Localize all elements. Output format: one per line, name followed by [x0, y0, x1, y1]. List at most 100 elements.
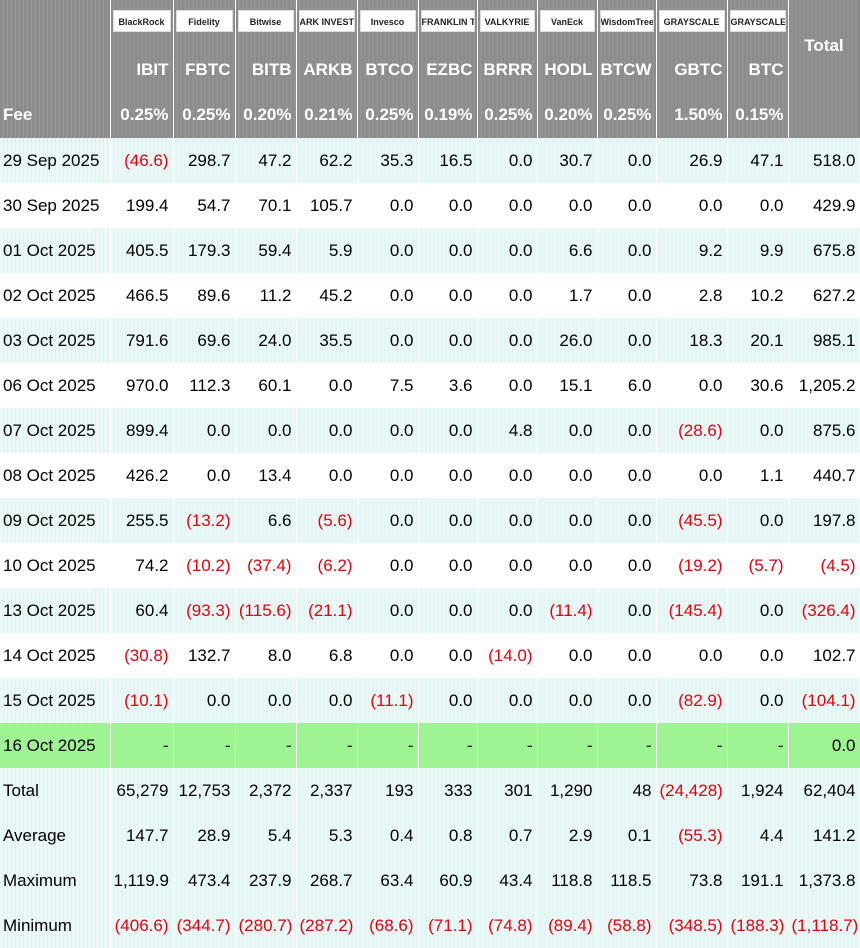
flow-value: 0.0: [597, 498, 657, 543]
data-row: Average 147.7 28.9 5.4 5.3 0.4 0.8 0.7 2.9 0.1 (55…: [0, 813, 860, 858]
data-row: 30 Sep 2025 199.4 54.7 70.1 105.7 0.0 0.0 0.0 0.…: [0, 183, 860, 228]
flow-value: -: [727, 723, 789, 768]
flow-value: 89.6: [173, 273, 236, 318]
flow-value: 0.0: [537, 678, 598, 723]
flow-value: 0.0: [418, 543, 478, 588]
flow-value: (28.6): [656, 408, 728, 453]
flow-value: 0.0: [537, 183, 598, 228]
row-label: 14 Oct 2025: [0, 633, 111, 678]
flow-value: 405.5: [110, 228, 174, 273]
flow-value: 45.2: [296, 273, 358, 318]
flow-value: 429.9: [788, 183, 860, 228]
flow-value: 237.9: [235, 858, 297, 903]
flow-value: 132.7: [173, 633, 236, 678]
total-header: Total: [788, 0, 860, 92]
flow-value: (58.8): [597, 903, 657, 948]
fee: 0.20%: [235, 92, 297, 138]
flow-value: (11.4): [537, 588, 598, 633]
flow-value: 298.7: [173, 138, 236, 183]
flow-value: (30.8): [110, 633, 174, 678]
ticker: GBTC: [656, 46, 728, 92]
issuer-logo: Bitwise: [237, 9, 294, 32]
flow-value: 0.0: [418, 183, 478, 228]
fee: 0.25%: [110, 92, 174, 138]
flow-value: (11.1): [357, 678, 419, 723]
flow-value: 440.7: [788, 453, 860, 498]
flow-value: 6.0: [597, 363, 657, 408]
logo-cell: Fidelity: [173, 0, 236, 46]
flow-value: (24,428): [656, 768, 728, 813]
flow-value: 0.0: [597, 678, 657, 723]
row-label: 13 Oct 2025: [0, 588, 111, 633]
flow-value: 518.0: [788, 138, 860, 183]
row-label: 01 Oct 2025: [0, 228, 111, 273]
flow-value: 0.0: [357, 498, 419, 543]
flow-value: 59.4: [235, 228, 297, 273]
flow-value: 0.0: [235, 408, 297, 453]
flow-value: 0.0: [727, 183, 789, 228]
flow-value: -: [110, 723, 174, 768]
logo-row: BlackRock Fidelity Bitwise ARK INVEST Invesc…: [0, 0, 860, 92]
row-label: 02 Oct 2025: [0, 273, 111, 318]
flow-value: 141.2: [788, 813, 860, 858]
row-label: Average: [0, 813, 111, 858]
row-label: 15 Oct 2025: [0, 678, 111, 723]
flow-value: 54.7: [173, 183, 236, 228]
ticker: BRRR: [477, 46, 538, 92]
row-label: 07 Oct 2025: [0, 408, 111, 453]
flow-value: 47.2: [235, 138, 297, 183]
flow-value: 102.7: [788, 633, 860, 678]
flow-value: 0.0: [477, 318, 538, 363]
flow-value: 0.0: [537, 408, 598, 453]
flow-value: 0.0: [597, 183, 657, 228]
flow-value: 16.5: [418, 138, 478, 183]
flow-value: 0.0: [477, 543, 538, 588]
flow-value: 0.0: [656, 183, 728, 228]
flow-value: 1.1: [727, 453, 789, 498]
flow-value: (4.5): [788, 543, 860, 588]
issuer-logo: FRANKLIN TEMPLETON: [420, 9, 475, 32]
issuer-logo: VanEck: [539, 9, 595, 32]
flow-value: 0.0: [597, 228, 657, 273]
flow-value: (145.4): [656, 588, 728, 633]
flow-value: 0.0: [357, 183, 419, 228]
logo-cell: VanEck: [537, 0, 598, 46]
flow-value: 791.6: [110, 318, 174, 363]
flow-value: -: [656, 723, 728, 768]
flow-value: 43.4: [477, 858, 538, 903]
flow-value: 2.9: [537, 813, 598, 858]
flow-value: (74.8): [477, 903, 538, 948]
data-row: Maximum 1,119.9 473.4 237.9 268.7 63.4 60.9 43.…: [0, 858, 860, 903]
ticker: BTC: [727, 46, 789, 92]
flow-value: (10.1): [110, 678, 174, 723]
fee: 1.50%: [656, 92, 728, 138]
logo-cell: GRAYSCALE: [727, 0, 789, 46]
flow-value: 6.6: [537, 228, 598, 273]
logo-cell: BlackRock: [110, 0, 174, 46]
flow-value: 0.0: [727, 408, 789, 453]
flow-value: 69.6: [173, 318, 236, 363]
flow-value: 0.0: [727, 588, 789, 633]
ticker-row: IBIT FBTC BITB ARKB BTCO EZBC BRRR HODL BTCW GBTC…: [0, 46, 860, 92]
row-label: Minimum: [0, 903, 111, 948]
flow-value: 0.0: [597, 453, 657, 498]
flow-value: (1,118.7): [788, 903, 860, 948]
flow-value: 5.4: [235, 813, 297, 858]
row-label: 10 Oct 2025: [0, 543, 111, 588]
flow-value: 0.0: [418, 228, 478, 273]
flow-value: 0.0: [173, 453, 236, 498]
data-row: 01 Oct 2025 405.5 179.3 59.4 5.9 0.0 0.0 0.0 6.6…: [0, 228, 860, 273]
issuer-logo: WisdomTree: [599, 9, 654, 32]
flow-value: 0.0: [597, 138, 657, 183]
flow-value: 147.7: [110, 813, 174, 858]
flow-value: -: [296, 723, 358, 768]
blank-cell: [0, 46, 111, 92]
flow-value: (115.6): [235, 588, 297, 633]
flow-value: 199.4: [110, 183, 174, 228]
corner-cell: [0, 0, 111, 46]
logo-cell: ARK INVEST: [296, 0, 358, 46]
flow-value: 0.0: [418, 453, 478, 498]
flow-value: 0.7: [477, 813, 538, 858]
